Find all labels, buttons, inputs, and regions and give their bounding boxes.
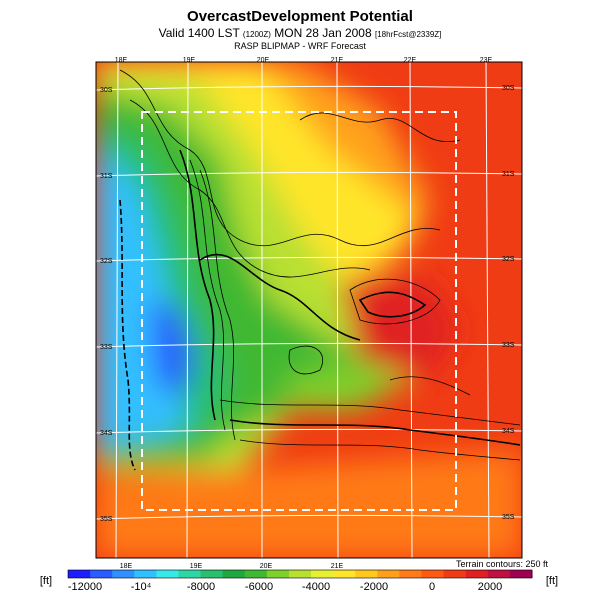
lon-bottom-label: 20E	[260, 563, 273, 570]
map-frame	[95, 61, 523, 559]
lon-top-label: 23E	[480, 57, 493, 64]
lat-left-label: 33S	[100, 344, 113, 351]
colorbar-tick-label: -2000	[360, 581, 388, 593]
lon-top-label: 22E	[404, 57, 417, 64]
colorbar-swatch	[399, 570, 423, 578]
colorbar-swatch	[200, 570, 224, 578]
overcast-field	[96, 62, 522, 558]
colorbar-tick-label: -10⁴	[131, 581, 152, 593]
colorbar-tick-label: -4000	[302, 581, 330, 593]
colorbar-swatch	[421, 570, 445, 578]
colorbar-swatch	[288, 570, 312, 578]
lon-top-label: 21E	[331, 57, 344, 64]
colorbar-frame	[67, 569, 533, 579]
valid-utc: (1200Z)	[242, 30, 271, 39]
domain-boundary	[141, 111, 457, 511]
colorbar-tick-label: -6000	[245, 581, 273, 593]
valid-date: MON 28 Jan 2008	[274, 26, 372, 40]
lon-bottom-label: 18E	[120, 563, 133, 570]
colorbar-tick-label: 2000	[478, 581, 502, 593]
lat-right-label: 32S	[502, 256, 515, 263]
lon-top-label: 19E	[183, 57, 196, 64]
lat-right-label: 31S	[502, 171, 515, 178]
chart-subtitle: RASP BLIPMAP - WRF Forecast	[234, 41, 366, 51]
colorbar-swatch	[465, 570, 489, 578]
lat-lon-grid	[95, 61, 523, 559]
colorbar-tick-label: -8000	[187, 581, 215, 593]
colorbar-swatch	[244, 570, 268, 578]
colorbar-swatch	[112, 570, 135, 578]
colorbar-swatch	[222, 570, 246, 578]
colorbar-swatch	[68, 570, 91, 578]
colorbar-swatch	[509, 570, 533, 578]
colorbar-swatch	[443, 570, 467, 578]
colorbar-swatch	[90, 570, 113, 578]
lat-left-label: 30S	[100, 87, 113, 94]
colorbar	[67, 569, 533, 579]
colorbar-swatch	[487, 570, 511, 578]
terrain-contour-note: Terrain contours: 250 ft	[456, 559, 549, 569]
grid-labels: 18E 19E 20E 21E 22E 23E 18E 19E 20E 21E …	[100, 57, 549, 570]
colorbar-tick-label: -12000	[68, 581, 102, 593]
colorbar-ticks: -12000 -10⁴ -8000 -6000 -4000 -2000 0 2000	[68, 581, 502, 593]
lat-left-label: 32S	[100, 258, 113, 265]
colorbar-swatch	[178, 570, 202, 578]
lat-right-label: 30S	[502, 85, 515, 92]
lat-right-label: 34S	[502, 428, 515, 435]
colorbar-swatch	[156, 570, 179, 578]
forecast-hour: [18hrFcst@2339Z]	[375, 30, 442, 39]
colorbar-swatch	[266, 570, 290, 578]
colorbar-swatch	[377, 570, 400, 578]
colorbar-unit-right: [ft]	[546, 575, 558, 587]
chart-title: OvercastDevelopment Potential	[187, 8, 413, 25]
valid-time-line: Valid 1400 LST (1200Z) MON 28 Jan 2008 […	[0, 26, 600, 40]
colorbar-swatch	[311, 570, 334, 578]
lat-left-label: 31S	[100, 173, 113, 180]
valid-prefix: Valid 1400 LST	[158, 26, 240, 40]
lat-right-label: 35S	[502, 514, 515, 521]
lon-bottom-label: 21E	[331, 563, 344, 570]
terrain-contours	[119, 69, 521, 471]
colorbar-swatch	[134, 570, 157, 578]
lat-left-label: 35S	[100, 516, 113, 523]
colorbar-swatch	[355, 570, 378, 578]
lat-right-label: 33S	[502, 342, 515, 349]
lon-top-label: 18E	[115, 57, 128, 64]
colorbar-unit-left: [ft]	[40, 575, 52, 587]
colorbar-tick-label: 0	[429, 581, 435, 593]
colorbar-swatch	[333, 570, 356, 578]
lat-left-label: 34S	[100, 430, 113, 437]
lon-bottom-label: 19E	[190, 563, 203, 570]
lon-top-label: 20E	[257, 57, 270, 64]
